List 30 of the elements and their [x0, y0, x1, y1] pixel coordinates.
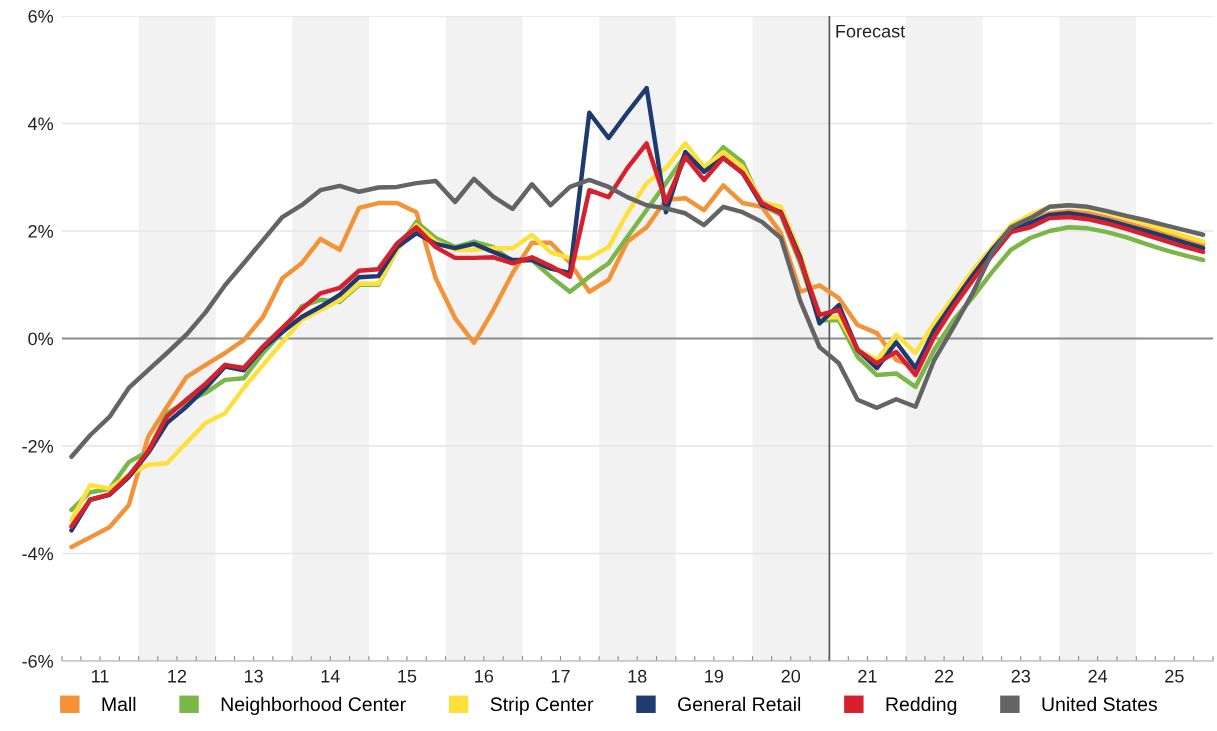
y-tick-label: -2%: [22, 439, 54, 453]
x-tick-label: 22: [934, 669, 954, 683]
x-tick-label: 19: [705, 669, 724, 683]
x-tick-label: 25: [1165, 669, 1184, 683]
x-tick-label: 12: [168, 669, 187, 683]
x-tick-label: 16: [475, 669, 494, 683]
x-tick-label: 14: [321, 670, 340, 683]
x-tick-label: 24: [1088, 669, 1108, 683]
x-tick-label: 13: [244, 669, 263, 683]
x-tick-label: 20: [781, 669, 801, 683]
y-tick-label: 2%: [28, 224, 54, 238]
x-tick-label: 17: [551, 670, 570, 683]
legend-label: General Retail: [678, 696, 801, 712]
y-tick-label: -6%: [22, 654, 54, 668]
y-tick-label: -4%: [22, 547, 54, 561]
y-tick-label: 6%: [28, 9, 54, 23]
legend-label: Strip Center: [490, 696, 594, 715]
x-tick-label: 15: [398, 670, 417, 683]
legend-label: Mall: [102, 696, 136, 712]
y-tick-label: 4%: [27, 117, 54, 131]
x-tick-label: 23: [1011, 669, 1031, 683]
legend-label: Redding: [886, 696, 957, 715]
y-tick-label: 0%: [28, 332, 54, 346]
x-tick-label: 11: [92, 670, 109, 683]
legend-label: United States: [1042, 696, 1158, 712]
line-series: [69, 176, 1206, 459]
ref-line-label: Forecast: [836, 25, 906, 38]
x-tick-label: 18: [628, 669, 647, 683]
x-tick-label: 21: [858, 669, 877, 683]
legend-label: Neighborhood Center: [221, 696, 406, 715]
